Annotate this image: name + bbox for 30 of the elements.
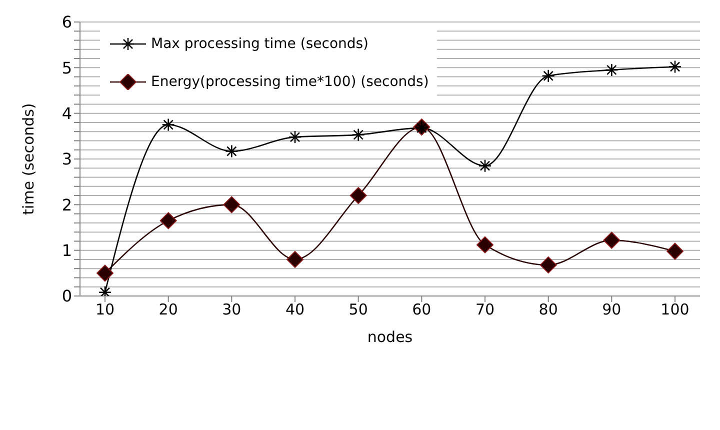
x-tick-label: 70 [475,300,495,319]
x-tick-label: 30 [222,300,242,319]
y-tick-label: 3 [62,150,72,169]
point [603,232,620,249]
point [350,187,367,204]
x-axis-title: nodes [367,328,413,346]
x-tick-label: 80 [538,300,558,319]
y-tick-label: 0 [62,286,72,306]
y-tick-label: 4 [62,104,72,124]
x-tick-label: 100 [660,300,690,319]
legend-label: Energy(processing time*100) (seconds) [151,74,429,90]
x-tick-label: 40 [285,300,305,319]
y-tick-label: 2 [62,195,72,214]
y-axis-title: time (seconds) [19,103,38,215]
point [540,256,557,274]
point [666,242,684,260]
point [476,236,494,254]
y-tick-label: 6 [62,12,72,32]
x-tick-label: 20 [158,300,178,319]
x-tick-label: 90 [602,300,622,319]
x-tick-label: 60 [412,300,432,319]
point [96,264,114,282]
point [160,212,177,230]
point [286,250,304,268]
legend-label: Max processing time (seconds) [151,36,369,52]
x-tick-label: 10 [95,300,115,319]
x-tick-label: 50 [348,300,368,319]
y-tick-label: 1 [62,241,72,260]
y-tick-label: 5 [62,58,72,78]
point [223,196,240,214]
